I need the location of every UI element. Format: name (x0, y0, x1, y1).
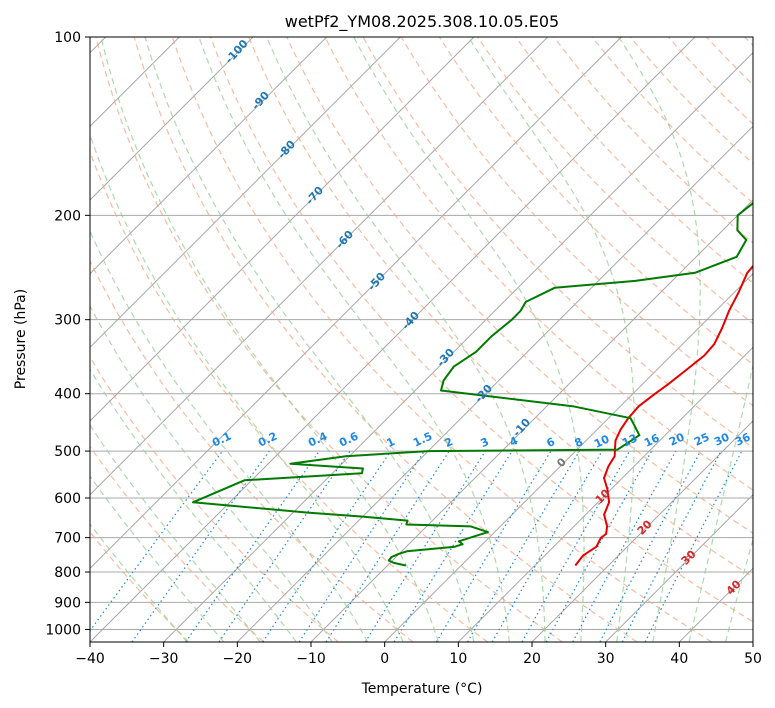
mixing-ratio-label: 13 (620, 431, 639, 449)
isotherm-line (90, 37, 254, 201)
isotherm-line (90, 37, 549, 496)
x-tick-label: 30 (597, 651, 615, 667)
y-tick-label: 600 (54, 491, 81, 507)
y-tick-label: 900 (54, 595, 81, 611)
moist-adiabat-line (266, 37, 546, 642)
plot-background (90, 37, 753, 642)
isotherm-line (90, 37, 328, 275)
dry-adiabat-line (95, 37, 563, 642)
dry-adiabat-line (629, 37, 753, 165)
x-tick-label: 20 (523, 651, 541, 667)
moist-adiabat-line (90, 523, 188, 642)
dry-adiabat-line (90, 445, 264, 642)
dry-adiabat-line (362, 37, 753, 449)
isotherm-line (90, 37, 696, 642)
mixing-ratio-line (466, 450, 580, 642)
dry-adiabat-line (515, 37, 753, 284)
moist-adiabat-line (90, 424, 261, 642)
plot-frame (89, 36, 754, 643)
x-tick-label: 50 (744, 651, 762, 667)
sounding-profiles (191, 202, 753, 567)
mixing-ratio-line (90, 450, 223, 632)
x-tick-label: −20 (223, 651, 253, 667)
dry-adiabat-line (591, 37, 753, 204)
y-tick-label: 700 (54, 531, 81, 547)
dry-adiabat-line (248, 37, 753, 578)
x-tick-label: 40 (670, 651, 688, 667)
moist-adiabat-line (467, 37, 636, 642)
mixing-ratio-label: 25 (692, 430, 711, 448)
dry-adiabat-line (171, 37, 713, 642)
y-tick-label: 500 (54, 444, 81, 460)
y-tick-label: 300 (54, 313, 81, 329)
dry-adiabat-line (209, 37, 753, 623)
isotherm-line (457, 346, 753, 642)
x-tick-label: −40 (75, 651, 105, 667)
moist-adiabat-line (198, 37, 510, 642)
isotherm-line (531, 420, 753, 642)
mixing-ratio-label: 16 (642, 431, 662, 449)
moist-adiabat-line (617, 37, 701, 642)
isotherm-line (236, 125, 753, 642)
x-tick-label: −10 (296, 651, 326, 667)
dry-adiabat-line (400, 37, 753, 407)
moist-adiabat-line (90, 229, 369, 642)
dry-adiabat-line (133, 37, 638, 642)
y-tick-label: 400 (54, 387, 81, 403)
mixing-ratio-label: 36 (733, 430, 753, 448)
y-tick-label: 800 (54, 565, 81, 581)
axes: −40 −30 −20 −10 0 10 20 30 40 50 1000 900 800 700 600 5… (45, 30, 762, 667)
mixing-ratio-line (325, 450, 450, 642)
y-axis-label: Pressure (hPa) (13, 289, 29, 389)
temperature-profile-line (574, 264, 753, 567)
dry-adiabat-line (477, 37, 753, 325)
x-tick-label: −30 (149, 651, 179, 667)
dry-adiabat-line (324, 37, 753, 491)
mixing-ratio-label: 30 (712, 430, 732, 448)
dry-adiabat-line (90, 259, 414, 642)
mixing-ratio-label: 10 (592, 432, 612, 450)
moist-adiabat-line (688, 362, 753, 642)
isotherm-line (163, 51, 753, 642)
mixing-ratio-line (435, 450, 552, 642)
moist-adiabat-line (353, 37, 585, 642)
x-tick-label: 0 (380, 651, 389, 667)
y-tick-label: 100 (54, 30, 81, 46)
mixing-ratio-line (521, 450, 631, 642)
mixing-ratio-line (185, 450, 320, 642)
mixing-ratio-line (572, 450, 677, 642)
isotherm-line (384, 272, 753, 642)
moist-adiabat-line (100, 37, 440, 642)
mixing-ratio-label: 20 (667, 430, 687, 448)
isotherm-line (90, 37, 622, 570)
mixing-ratio-line (545, 450, 653, 642)
x-axis-label: Temperature (°C) (361, 681, 483, 697)
mixing-ratio-line (364, 450, 486, 642)
y-tick-label: 1000 (45, 622, 81, 638)
y-tick-label: 200 (54, 208, 81, 224)
mixing-ratio-line (491, 450, 603, 642)
moist-adiabat-line (90, 475, 225, 642)
moist-adiabat-line (144, 37, 475, 642)
x-tick-label: 10 (449, 651, 467, 667)
mixing-ratio-line (131, 450, 270, 642)
isotherm-line (90, 37, 401, 349)
mixing-ratio-line (298, 450, 425, 642)
isotherm-line (605, 493, 753, 642)
isotherm-line (90, 37, 475, 422)
background-lines (90, 37, 753, 642)
dewpoint-profile-line (191, 202, 753, 567)
mixing-ratio-line (393, 450, 513, 642)
chart-title: wetPf2_YM08.2025.308.10.05.E05 (285, 12, 559, 32)
